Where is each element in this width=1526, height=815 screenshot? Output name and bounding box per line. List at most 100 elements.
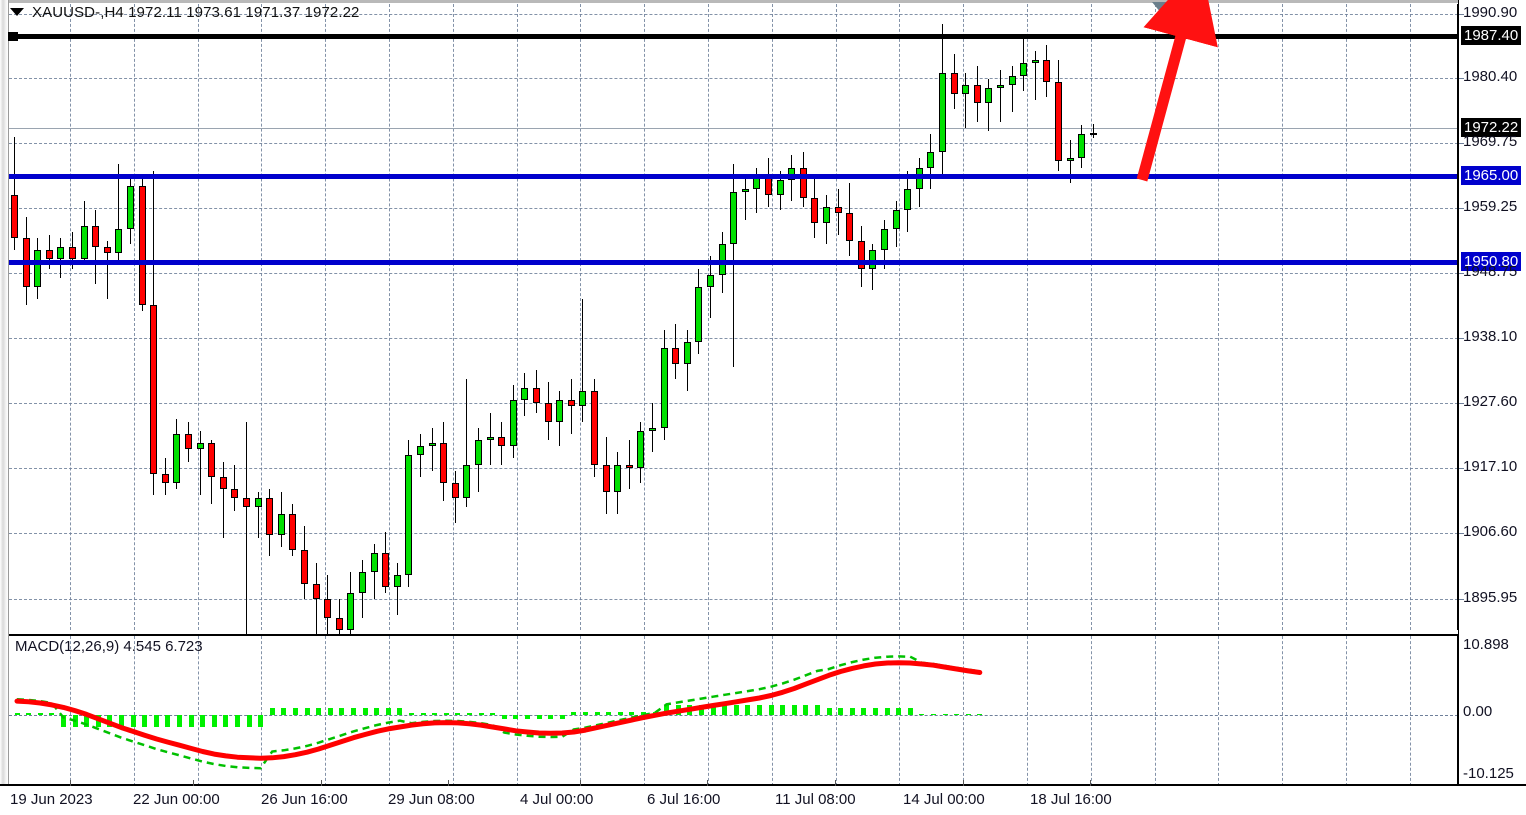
resistance-1987[interactable] — [8, 32, 1458, 41]
candlestick — [718, 4, 726, 630]
candle-body-bearish — [289, 513, 297, 551]
candle-body-bullish — [1089, 132, 1097, 135]
candle-body-bullish — [196, 443, 204, 450]
macd-histogram-bar — [153, 715, 159, 727]
candle-body-bullish — [417, 446, 424, 456]
time-tick-mark — [448, 780, 449, 786]
candle-body-bullish — [730, 192, 738, 245]
grid-line-horizontal — [9, 468, 1458, 469]
macd-histogram-bar — [478, 712, 484, 715]
triangle-down-icon[interactable] — [10, 8, 24, 16]
left-scale-rail[interactable] — [0, 0, 9, 790]
macd-histogram-bar — [304, 707, 310, 715]
candle-body-bullish — [115, 228, 123, 254]
support-1950[interactable] — [9, 260, 1458, 265]
candlestick — [579, 4, 587, 630]
chart-header: XAUUSD-,H4 1972.11 1973.61 1971.37 1972.… — [10, 2, 360, 22]
candlestick — [834, 4, 842, 630]
candlestick — [359, 4, 366, 630]
macd-histogram-bar — [954, 713, 960, 715]
candle-wick — [396, 562, 398, 615]
time-tick-label: 22 Jun 00:00 — [133, 791, 220, 808]
grid-line-vertical — [644, 636, 646, 786]
macd-histogram-bar — [814, 704, 820, 715]
candlestick — [857, 4, 865, 630]
candle-body-bullish — [637, 430, 645, 468]
macd-histogram-bar — [896, 707, 902, 715]
grid-line-vertical — [1409, 4, 1411, 630]
candle-body-bearish — [811, 198, 819, 223]
candle-body-bearish — [185, 433, 192, 450]
grid-line-horizontal — [9, 533, 1458, 534]
macd-histogram-bar — [339, 707, 345, 715]
macd-tick-label: -10.125 — [1463, 765, 1514, 782]
macd-histogram-bar — [501, 715, 507, 720]
candle-wick — [1000, 69, 1001, 122]
time-tick-label: 29 Jun 08:00 — [388, 791, 475, 808]
macd-histogram-bar — [234, 715, 240, 727]
candle-body-bearish — [950, 72, 958, 95]
candle-body-bearish — [846, 213, 854, 242]
macd-histogram-bar — [548, 715, 554, 720]
macd-histogram-bar — [756, 704, 762, 715]
price-tick-mark — [1459, 14, 1464, 15]
price-tick-label: 1948.75 — [1463, 263, 1518, 280]
grid-line-vertical — [1346, 4, 1347, 630]
grid-line-vertical — [835, 4, 837, 630]
grid-line-vertical — [963, 636, 965, 786]
candlestick — [614, 4, 622, 630]
candlestick — [45, 4, 53, 630]
candle-body-bullish — [521, 388, 529, 401]
macd-histogram-bar — [142, 715, 148, 727]
candlestick — [498, 4, 506, 630]
candlestick — [1031, 4, 1039, 630]
candle-body-bullish — [892, 210, 900, 229]
candle-body-bearish — [335, 617, 343, 630]
time-tick-mark — [321, 780, 322, 786]
candlestick — [881, 4, 888, 630]
macd-histogram-bar — [536, 715, 542, 720]
candlestick — [985, 4, 993, 630]
candlestick — [544, 4, 552, 630]
candlestick — [730, 4, 738, 630]
price-pane[interactable] — [8, 4, 1458, 661]
time-tick-mark — [1090, 780, 1091, 786]
price-axis[interactable]: 1990.90 1987.40 1980.40 1972.22 1969.75 1965.… — [1458, 0, 1526, 790]
candlestick — [741, 4, 749, 630]
macd-histogram-bar — [675, 704, 681, 715]
candlestick — [927, 4, 935, 630]
price-tick-label: 1917.10 — [1463, 458, 1518, 475]
candle-body-bearish — [625, 464, 633, 468]
time-tick-mark — [963, 780, 964, 786]
macd-pane[interactable]: MACD(12,26,9) 4.545 6.723 — [9, 634, 1458, 788]
price-tick-mark — [1459, 78, 1464, 79]
candle-wick — [733, 164, 735, 367]
candle-wick — [257, 492, 259, 539]
support-1965[interactable] — [9, 174, 1458, 179]
grid-line-vertical — [1090, 636, 1092, 786]
time-tick-label: 6 Jul 16:00 — [647, 791, 721, 808]
top-scroll-strip[interactable] — [0, 0, 1526, 3]
grid-line-vertical — [70, 4, 71, 630]
candlestick — [846, 4, 854, 630]
level-handle[interactable] — [8, 32, 18, 41]
candle-body-bearish — [834, 207, 842, 214]
candle-body-bearish — [382, 553, 390, 588]
time-axis[interactable]: 19 Jun 2023 22 Jun 00:00 26 Jun 16:00 29 Ju… — [0, 780, 1526, 815]
macd-histogram-bar — [374, 707, 380, 715]
candlestick — [34, 4, 42, 630]
macd-histogram-bar — [26, 712, 32, 715]
grid-line-vertical — [516, 636, 518, 786]
macd-histogram-bar — [617, 712, 623, 715]
grid-line-vertical — [1154, 636, 1156, 786]
macd-tick-label: 0.00 — [1463, 703, 1493, 720]
candle-body-bearish — [138, 185, 146, 306]
macd-histogram-bar — [907, 707, 913, 715]
candlestick — [150, 4, 158, 630]
macd-histogram-bar — [780, 704, 786, 715]
macd-histogram-bar — [838, 707, 844, 715]
candle-body-bearish — [11, 195, 18, 238]
candlestick — [335, 4, 343, 643]
candlestick — [939, 4, 946, 630]
